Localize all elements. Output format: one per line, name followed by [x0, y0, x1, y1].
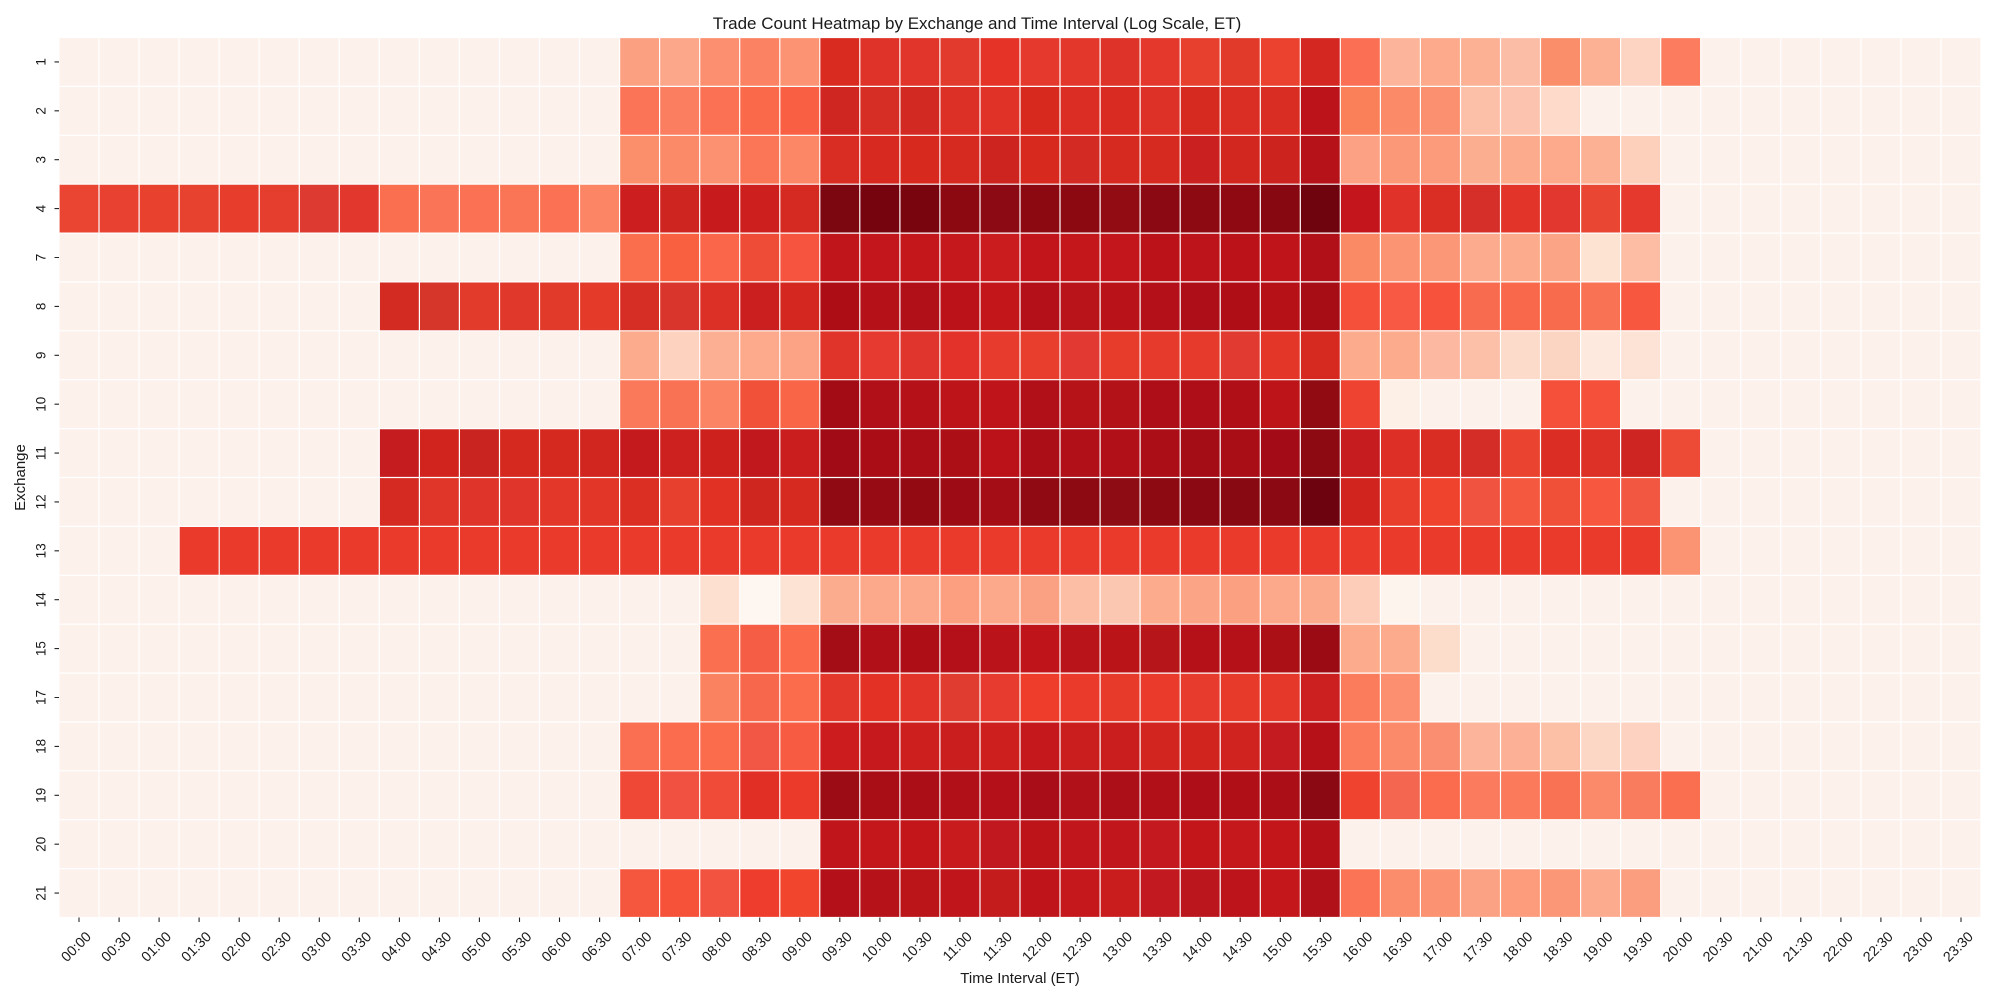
- svg-text:10: 10: [34, 397, 49, 412]
- svg-text:Trade Count Heatmap by Exchang: Trade Count Heatmap by Exchange and Time…: [713, 14, 1242, 33]
- svg-text:12: 12: [34, 494, 49, 509]
- svg-text:13: 13: [34, 543, 49, 558]
- svg-text:15: 15: [34, 641, 49, 656]
- svg-text:7: 7: [34, 254, 49, 262]
- svg-text:18: 18: [34, 739, 49, 754]
- svg-text:2: 2: [34, 107, 49, 115]
- svg-text:4: 4: [34, 204, 49, 212]
- svg-text:8: 8: [34, 303, 49, 311]
- svg-text:Time Interval (ET): Time Interval (ET): [960, 970, 1079, 987]
- svg-text:19: 19: [34, 788, 49, 803]
- svg-text:1: 1: [34, 58, 49, 66]
- svg-text:9: 9: [34, 352, 49, 360]
- svg-text:21: 21: [34, 886, 49, 901]
- svg-text:Exchange: Exchange: [12, 444, 29, 511]
- svg-text:20: 20: [34, 837, 49, 852]
- svg-text:3: 3: [34, 156, 49, 164]
- svg-text:17: 17: [34, 690, 49, 705]
- svg-text:14: 14: [34, 592, 49, 608]
- svg-text:11: 11: [34, 446, 49, 460]
